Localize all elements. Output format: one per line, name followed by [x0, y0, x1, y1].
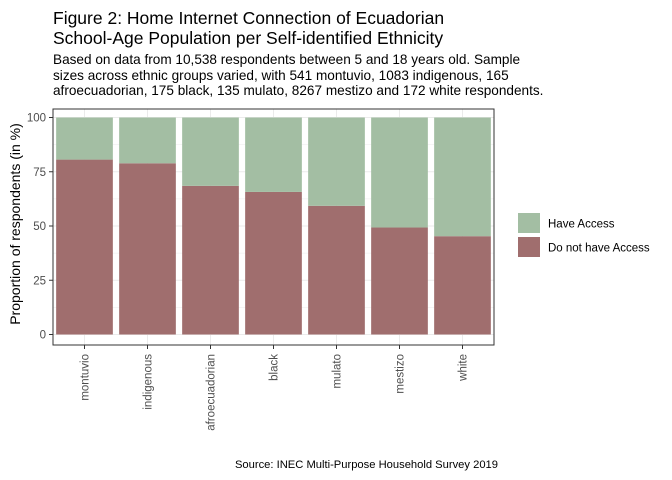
bar-montuvio-no-access: [56, 159, 113, 335]
x-tick-label-indigenous: indigenous: [143, 354, 155, 410]
source-caption: Source: INEC Multi-Purpose Household Sur…: [234, 459, 498, 471]
y-axis: 0 25 50 75 100: [27, 113, 53, 342]
bar-mestizo-have-access: [371, 117, 428, 228]
legend-swatch-no-access: [518, 237, 540, 257]
chart-subtitle: Based on data from 10,538 respondents be…: [53, 52, 663, 99]
chart-subtitle-line-1: Based on data from 10,538 respondents be…: [53, 52, 521, 67]
legend-label-have-access: Have Access: [548, 219, 615, 231]
x-axis: montuvio indigenous afroecuadorian black mul…: [80, 345, 470, 431]
y-tick-label: 100: [27, 113, 46, 125]
bar-white-no-access: [434, 236, 491, 335]
x-tick-label-montuvio: montuvio: [80, 354, 92, 401]
y-axis-label: Proportion of respondents (in %): [7, 123, 23, 325]
y-tick-label: 75: [33, 167, 46, 179]
legend-swatch-have-access: [518, 213, 540, 233]
legend-label-no-access: Do not have Access: [548, 243, 650, 255]
x-tick-label-white: white: [458, 354, 470, 382]
x-tick-label-mulato: mulato: [332, 354, 344, 389]
chart-subtitle-line-2: sizes across ethnic groups varied, with …: [53, 67, 509, 83]
y-tick-label: 0: [40, 330, 46, 342]
bar-afroecuadorian-no-access: [182, 185, 239, 335]
bar-black-no-access: [245, 191, 302, 335]
bar-mestizo-no-access: [371, 227, 428, 335]
y-tick-label: 25: [33, 275, 46, 287]
bar-indigenous-have-access: [119, 117, 176, 164]
bar-indigenous-no-access: [119, 163, 176, 335]
x-tick-label-mestizo: mestizo: [395, 354, 407, 394]
bar-mulato-no-access: [308, 205, 365, 335]
chart-title-line-1: Figure 2: Home Internet Connection of Ec…: [53, 8, 445, 28]
x-tick-label-afroecuadorian: afroecuadorian: [206, 354, 218, 431]
legend: Have Access Do not have Access: [518, 213, 650, 257]
bar-mulato-have-access: [308, 117, 365, 206]
y-tick-label: 50: [33, 221, 46, 233]
x-tick-label-black: black: [269, 354, 281, 381]
bar-afroecuadorian-have-access: [182, 117, 239, 186]
bars-layer: [56, 117, 491, 335]
bar-montuvio-have-access: [56, 117, 113, 160]
bar-black-have-access: [245, 117, 302, 192]
chart-subtitle-line-3: afroecuadorian, 175 black, 135 mulato, 8…: [53, 83, 544, 98]
bar-white-have-access: [434, 117, 491, 237]
chart-title-line-2: School-Age Population per Self-identifie…: [53, 28, 444, 48]
chart-title: Figure 2: Home Internet Connection of Ec…: [53, 8, 663, 48]
